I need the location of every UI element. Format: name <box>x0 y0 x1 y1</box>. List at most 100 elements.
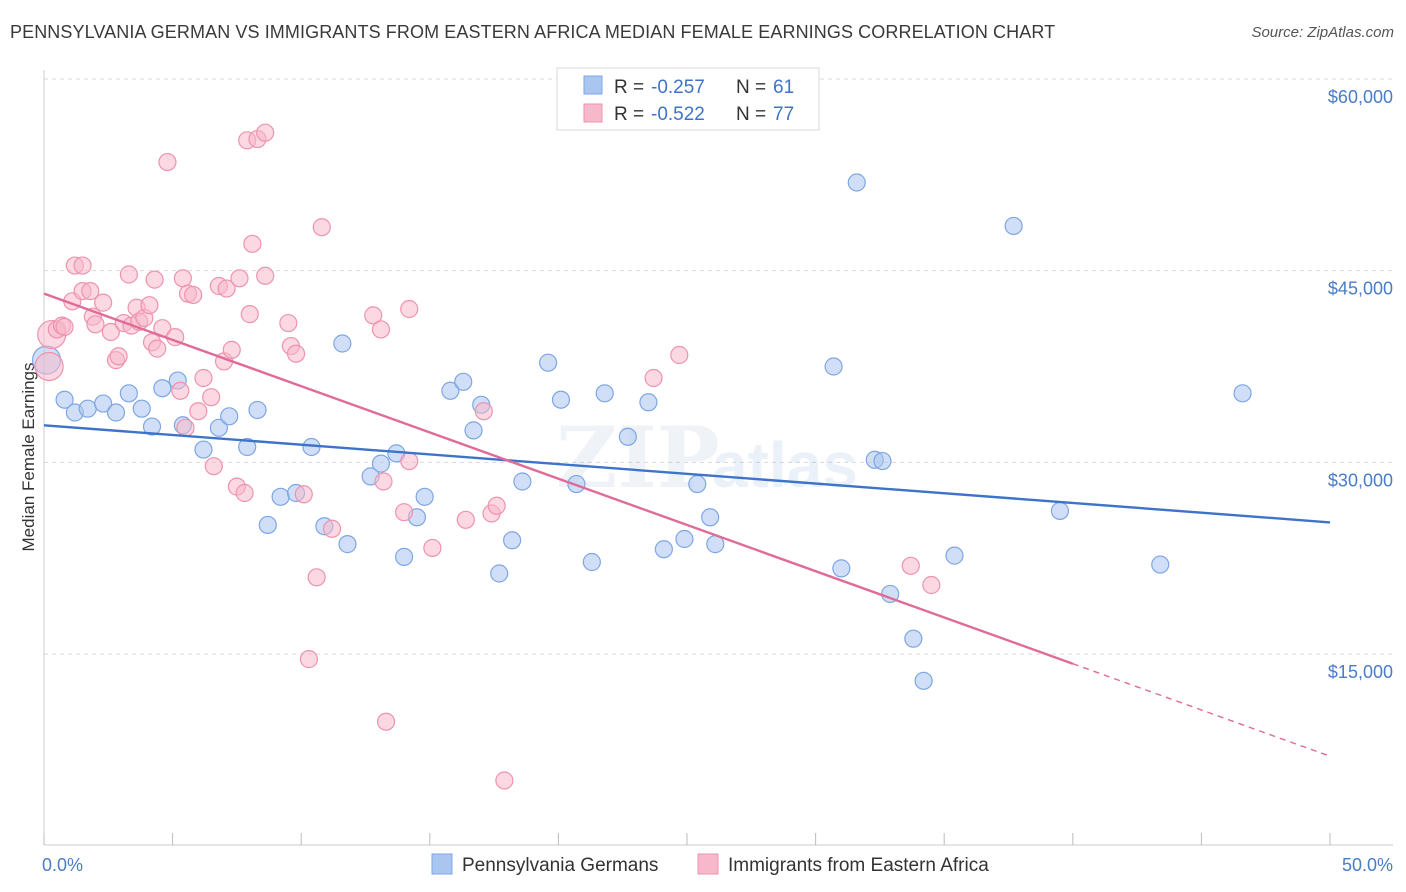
legend-bottom-swatch-pink <box>697 853 719 875</box>
x-tick-labels: 0.0% 50.0% <box>42 855 1393 875</box>
pink-point-36 <box>202 388 221 407</box>
x-tick-label-0: 0.0% <box>42 855 83 875</box>
series-immigrants-eastern-africa <box>34 123 941 790</box>
blue-point-32 <box>464 421 483 440</box>
series-pennsylvania-germans <box>31 173 1252 690</box>
blue-point-42 <box>618 427 637 446</box>
trend-lines <box>43 292 1331 757</box>
blue-point-25 <box>371 454 391 473</box>
x-tick-label-1: 50.0% <box>1342 855 1393 875</box>
pink-point-75 <box>922 575 941 595</box>
watermark: ZIP atlas <box>556 408 858 507</box>
pink-point-8 <box>73 256 92 275</box>
pink-point-59 <box>364 306 383 325</box>
blue-point-16 <box>248 400 267 420</box>
blue-point-17 <box>258 515 277 535</box>
blue-point-18 <box>271 487 290 506</box>
legend-swatch-blue <box>583 75 603 95</box>
pink-point-24 <box>145 270 164 289</box>
pink-point-27 <box>158 152 177 172</box>
pink-point-22 <box>140 296 159 315</box>
pink-point-56 <box>307 568 326 587</box>
blue-point-61 <box>1233 384 1252 403</box>
blue-point-57 <box>945 546 964 565</box>
blue-point-40 <box>582 552 601 572</box>
blue-point-14 <box>220 407 239 426</box>
pink-point-11 <box>86 315 105 334</box>
y-tick-label-0: $15,000 <box>1328 662 1393 682</box>
pink-point-68 <box>474 402 493 421</box>
pink-point-44 <box>235 483 254 503</box>
pink-point-50 <box>256 266 275 285</box>
legend-r-value-2: -0.522 <box>651 104 705 125</box>
pink-point-67 <box>456 510 475 529</box>
legend-top: R = -0.257 N = 61 R = -0.522 N = 77 <box>556 67 820 131</box>
legend-bottom-swatch-blue <box>431 853 453 875</box>
pink-point-51 <box>279 313 298 333</box>
blue-point-58 <box>1004 216 1023 236</box>
pink-point-54 <box>294 485 313 504</box>
pink-point-53 <box>286 344 306 363</box>
blue-point-37 <box>539 353 558 372</box>
pink-point-70 <box>487 496 506 515</box>
blue-point-36 <box>513 472 532 491</box>
trend-line-1 <box>43 292 1074 665</box>
pink-point-35 <box>194 368 213 388</box>
pink-point-49 <box>256 123 275 142</box>
pink-point-40 <box>217 279 236 298</box>
axes <box>43 70 1393 846</box>
pink-point-13 <box>101 322 120 342</box>
pink-point-58 <box>322 519 342 538</box>
pink-point-47 <box>243 234 262 253</box>
pink-point-60 <box>371 320 391 339</box>
blue-point-4 <box>94 394 113 413</box>
blue-point-9 <box>153 379 172 398</box>
blue-point-45 <box>675 529 694 549</box>
blue-point-3 <box>78 399 97 418</box>
legend-n-value-2: 77 <box>773 104 794 125</box>
pink-point-25 <box>148 339 167 358</box>
blue-point-5 <box>106 403 126 422</box>
blue-point-23 <box>338 535 357 554</box>
pink-point-61 <box>374 472 393 491</box>
y-tick-labels: $15,000 $30,000 $45,000 $60,000 <box>1328 87 1393 682</box>
y-axis-label: Median Female Earnings <box>19 363 38 552</box>
pink-point-12 <box>94 293 113 312</box>
pink-point-17 <box>119 265 138 284</box>
legend-bottom: Pennsylvania Germans Immigrants from Eas… <box>431 853 989 876</box>
source-label: Source: ZipAtlas.com <box>1251 24 1394 41</box>
legend-bottom-label-blue: Pennsylvania Germans <box>462 855 658 876</box>
blue-point-55 <box>904 629 923 648</box>
legend-n-value-1: 61 <box>773 77 794 98</box>
pink-point-33 <box>184 285 203 305</box>
pink-point-73 <box>670 345 689 365</box>
blue-point-46 <box>688 474 707 494</box>
y-tick-label-3: $60,000 <box>1328 87 1393 107</box>
blue-point-59 <box>1050 501 1070 520</box>
blue-point-43 <box>639 393 658 412</box>
pink-point-65 <box>400 299 419 319</box>
y-tick-label-2: $45,000 <box>1328 279 1393 299</box>
pink-point-34 <box>189 402 208 421</box>
blue-point-38 <box>551 390 571 409</box>
pink-point-66 <box>423 538 442 558</box>
pink-point-41 <box>222 340 241 359</box>
pink-point-0 <box>34 351 64 382</box>
pink-point-9 <box>81 282 100 301</box>
legend-n-label-1: N = <box>736 77 766 98</box>
legend-r-value-1: -0.257 <box>651 77 705 98</box>
blue-point-8 <box>142 417 162 436</box>
blue-point-1 <box>55 390 74 409</box>
legend-swatch-pink <box>583 103 603 123</box>
legend-r-label-1: R = <box>614 77 644 98</box>
pink-point-29 <box>171 381 190 400</box>
blue-point-47 <box>701 508 720 527</box>
pink-point-63 <box>394 503 414 522</box>
watermark-atlas: atlas <box>712 429 858 501</box>
blue-point-34 <box>490 564 509 583</box>
pink-point-46 <box>240 305 259 324</box>
pink-point-74 <box>901 556 920 575</box>
blue-point-30 <box>441 381 460 400</box>
pink-point-55 <box>299 650 319 669</box>
